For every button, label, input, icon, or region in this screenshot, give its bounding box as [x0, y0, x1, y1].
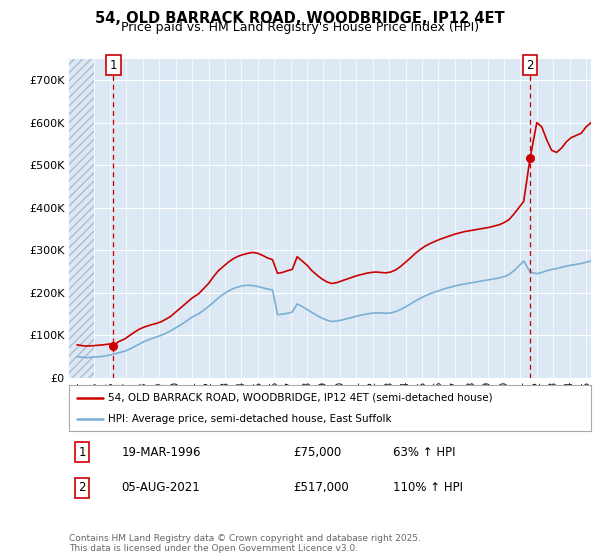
Text: £517,000: £517,000: [293, 482, 349, 494]
Text: Price paid vs. HM Land Registry's House Price Index (HPI): Price paid vs. HM Land Registry's House …: [121, 21, 479, 34]
Text: 110% ↑ HPI: 110% ↑ HPI: [392, 482, 463, 494]
Text: 19-MAR-1996: 19-MAR-1996: [121, 446, 200, 459]
Text: 54, OLD BARRACK ROAD, WOODBRIDGE, IP12 4ET (semi-detached house): 54, OLD BARRACK ROAD, WOODBRIDGE, IP12 4…: [108, 393, 493, 403]
Text: 54, OLD BARRACK ROAD, WOODBRIDGE, IP12 4ET: 54, OLD BARRACK ROAD, WOODBRIDGE, IP12 4…: [95, 11, 505, 26]
Bar: [69, 59, 94, 378]
Text: 63% ↑ HPI: 63% ↑ HPI: [392, 446, 455, 459]
Text: 2: 2: [526, 59, 534, 72]
Text: HPI: Average price, semi-detached house, East Suffolk: HPI: Average price, semi-detached house,…: [108, 414, 392, 424]
Text: £75,000: £75,000: [293, 446, 342, 459]
Text: 1: 1: [110, 59, 117, 72]
Text: 1: 1: [78, 446, 86, 459]
Text: Contains HM Land Registry data © Crown copyright and database right 2025.
This d: Contains HM Land Registry data © Crown c…: [69, 534, 421, 553]
Text: 2: 2: [78, 482, 86, 494]
Text: 05-AUG-2021: 05-AUG-2021: [121, 482, 200, 494]
